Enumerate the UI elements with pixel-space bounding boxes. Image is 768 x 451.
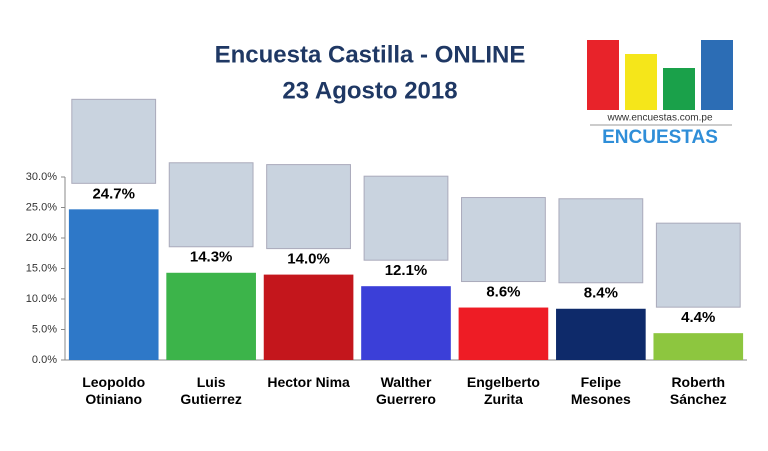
y-tick-label: 5.0% — [32, 323, 57, 335]
logo-bar — [701, 40, 733, 110]
x-tick-label: Walther Guerrero — [376, 374, 436, 407]
bar — [361, 286, 451, 360]
x-tick-label: Roberth Sánchez — [669, 374, 727, 407]
logo-bar — [663, 68, 695, 110]
y-tick-label: 0.0% — [32, 354, 57, 366]
chart-subtitle: 23 Agosto 2018 — [282, 77, 457, 104]
candidate-photo — [266, 164, 351, 250]
candidate-photo — [168, 162, 254, 248]
x-tick-label: Luis Gutierrez — [180, 374, 242, 407]
y-tick-label: 15.0% — [26, 262, 57, 274]
y-tick-label: 10.0% — [26, 293, 57, 305]
value-label: 8.6% — [486, 284, 520, 301]
value-label: 14.3% — [190, 249, 233, 266]
value-label: 4.4% — [681, 309, 715, 326]
candidate-photo — [558, 198, 644, 284]
x-tick-label: Hector Nima — [267, 374, 350, 390]
logo-bar — [625, 54, 657, 110]
candidate-photo — [363, 175, 449, 261]
bar — [263, 274, 354, 360]
x-tick-label: Leopoldo Otiniano — [82, 374, 146, 407]
x-tick-label: Engelberto Zurita — [466, 374, 540, 407]
y-tick-label: 30.0% — [26, 171, 57, 183]
bar — [68, 209, 159, 360]
candidate-photo — [71, 98, 157, 184]
candidate-photo — [655, 222, 741, 308]
chart-title: Encuesta Castilla - ONLINE — [215, 41, 526, 68]
logo-bar — [587, 40, 619, 110]
candidate-photo — [461, 197, 546, 283]
y-tick-label: 20.0% — [26, 232, 57, 244]
value-label: 12.1% — [385, 262, 428, 279]
bar — [458, 307, 549, 360]
logo-name: ENCUESTAS — [602, 127, 718, 148]
value-label: 8.4% — [584, 285, 618, 302]
bar — [166, 272, 256, 360]
logo-url: www.encuestas.com.pe — [606, 113, 712, 124]
bar — [653, 333, 744, 360]
x-tick-label: Felipe Mesones — [570, 374, 631, 407]
bar — [556, 308, 646, 360]
y-tick-label: 25.0% — [26, 201, 57, 213]
value-label: 14.0% — [287, 251, 330, 268]
value-label: 24.7% — [92, 185, 135, 202]
logo: www.encuestas.com.pe ENCUESTAS — [587, 40, 733, 148]
